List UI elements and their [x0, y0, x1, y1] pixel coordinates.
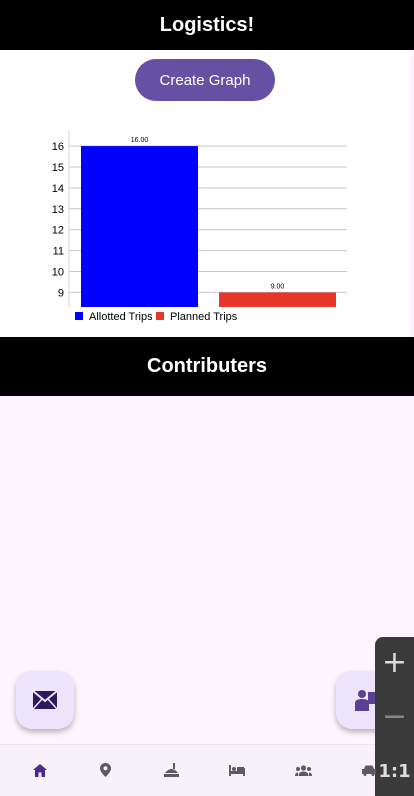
- data-label: 9.00: [271, 283, 285, 290]
- people-icon: [355, 690, 377, 711]
- restaurant-icon: [163, 763, 179, 777]
- zoom-out-button[interactable]: −: [381, 699, 408, 734]
- mail-icon: [32, 690, 58, 710]
- bottom-navigation: [0, 744, 376, 796]
- nav-car[interactable]: [356, 759, 382, 781]
- data-label: 16.00: [131, 137, 149, 144]
- nav-restaurant[interactable]: [158, 759, 184, 781]
- y-tick-label: 15: [52, 162, 64, 174]
- zoom-reset-button[interactable]: 1:1: [378, 761, 411, 782]
- contributors-header: Contributers: [0, 337, 414, 396]
- legend-label: Planned Trips: [170, 311, 238, 323]
- y-tick-label: 13: [52, 204, 64, 216]
- bar: [81, 146, 198, 307]
- location-pin-icon: [99, 763, 111, 777]
- y-tick-label: 11: [53, 246, 64, 258]
- legend-swatch: [156, 312, 164, 320]
- create-graph-button[interactable]: Create Graph: [135, 59, 275, 101]
- nav-home[interactable]: [27, 759, 53, 781]
- app-header: Logistics!: [0, 0, 414, 50]
- trips-bar-chart: 9 10 11 12 13 14 15 16 16.00 9.00 Allotted Trips Pl…: [52, 130, 347, 323]
- car-icon: [362, 765, 376, 776]
- zoom-controls: + − 1:1: [375, 637, 414, 796]
- legend-swatch: [75, 312, 83, 320]
- nav-group[interactable]: [290, 759, 316, 781]
- mail-fab-button[interactable]: [16, 671, 74, 729]
- contributors-title: Contributers: [147, 355, 267, 377]
- zoom-in-button[interactable]: +: [381, 645, 408, 680]
- group-icon: [294, 764, 312, 776]
- hotel-bed-icon: [229, 764, 245, 776]
- bar: [219, 292, 336, 307]
- page-title: Logistics!: [159, 13, 255, 36]
- y-tick-label: 9: [58, 287, 64, 299]
- y-tick-label: 16: [52, 141, 64, 153]
- y-tick-label: 10: [52, 266, 64, 278]
- y-tick-label: 14: [52, 183, 64, 195]
- legend-label: Allotted Trips: [89, 311, 153, 323]
- y-tick-label: 12: [52, 225, 64, 237]
- nav-location[interactable]: [92, 759, 118, 781]
- nav-hotel[interactable]: [224, 759, 250, 781]
- home-icon: [33, 763, 47, 777]
